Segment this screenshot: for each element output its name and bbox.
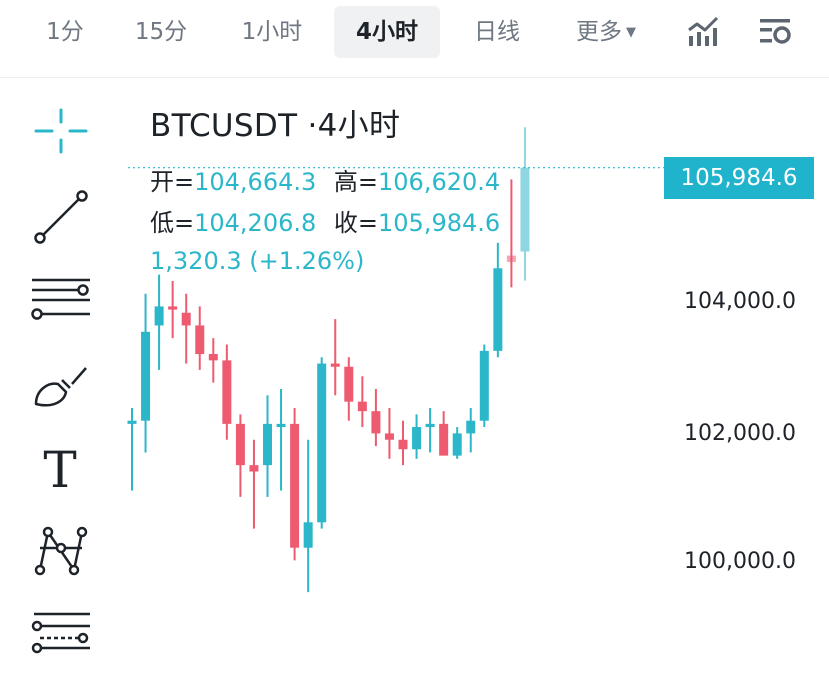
price-axis-label: 104,000.0: [684, 289, 796, 314]
legend-interval: ·4小时: [307, 108, 401, 144]
candle: [317, 357, 327, 529]
candle: [439, 411, 449, 456]
tab-interval-1h[interactable]: 1小时: [241, 19, 303, 45]
tab-interval-1d[interactable]: 日线: [474, 19, 520, 45]
candle: [222, 344, 232, 440]
fibonacci-icon: [31, 612, 90, 654]
candle: [208, 338, 218, 383]
legend-low-value: 104,206.8: [194, 209, 317, 237]
candle: [425, 408, 435, 453]
horizontal-lines-icon: [31, 278, 90, 320]
legend-low-label: 低=: [150, 209, 195, 237]
candle: [398, 420, 408, 466]
legend-open-label: 开=: [150, 168, 195, 196]
legend-high-label: 高=: [333, 168, 379, 196]
candle: [127, 408, 137, 491]
candle: [466, 408, 476, 453]
legend-ohlc-row-1: 开=104,664.3 高=106,620.4: [150, 162, 500, 197]
more-intervals-label: 更多: [576, 19, 622, 45]
candle: [357, 376, 367, 428]
brush-icon: [34, 367, 87, 407]
chart-legend-title: BTCUSDT ·4小时: [150, 100, 400, 145]
more-intervals-dropdown[interactable]: 更多 ▼: [556, 6, 656, 58]
candle: [263, 395, 272, 497]
interval-toolbar: 1分 15分 1小时 4小时 日线 更多 ▼: [0, 0, 829, 78]
price-axis-label: 100,000.0: [684, 549, 796, 574]
candle: [303, 439, 313, 593]
indicators-chart-icon[interactable]: [686, 14, 722, 50]
horizontal-lines-tool[interactable]: [28, 266, 94, 332]
candle: [235, 414, 245, 497]
legend-close-label: 收=: [333, 209, 379, 237]
candle: [141, 293, 151, 453]
last-price-tag: 105,984.6: [664, 157, 814, 199]
candle: [412, 414, 422, 459]
candle: [344, 357, 354, 421]
candle: [168, 281, 178, 339]
text-tool[interactable]: T: [43, 441, 77, 499]
candle: [493, 242, 503, 358]
candle: [384, 408, 394, 459]
candlestick-chart[interactable]: [108, 80, 829, 660]
crosshair-icon: [34, 108, 88, 154]
candle: [276, 388, 286, 491]
candle: [249, 439, 259, 529]
tab-interval-4h[interactable]: 4小时: [334, 6, 440, 58]
candle: [181, 293, 191, 364]
tab-interval-15m[interactable]: 15分: [134, 19, 188, 45]
legend-open-value: 104,664.3: [194, 168, 317, 196]
candle: [290, 408, 300, 561]
brush-tool[interactable]: [28, 356, 94, 422]
candle: [452, 427, 462, 459]
candle: [371, 388, 381, 447]
pattern-icon: [34, 526, 88, 576]
trend-line-tool[interactable]: [28, 184, 94, 250]
tab-interval-1m[interactable]: 1分: [46, 19, 84, 45]
candle: [195, 306, 205, 370]
chart-canvas[interactable]: [108, 80, 829, 660]
candle: [330, 319, 340, 396]
legend-close-value: 105,984.6: [378, 209, 501, 237]
candle: [506, 179, 516, 288]
pattern-tool[interactable]: [28, 518, 94, 584]
crosshair-tool[interactable]: [28, 98, 94, 164]
caret-down-icon: ▼: [626, 24, 636, 40]
price-axis-label: 102,000.0: [684, 421, 796, 446]
fibonacci-tool[interactable]: [28, 604, 94, 670]
candle: [479, 344, 489, 428]
legend-high-value: 106,620.4: [378, 168, 501, 196]
legend-change: 1,320.3 (+1.26%): [150, 247, 365, 275]
legend-ohlc-row-2: 低=104,206.8 收=105,984.6: [150, 203, 500, 238]
candle: [154, 274, 164, 370]
candle: [520, 127, 530, 281]
trend-line-icon: [34, 190, 88, 244]
chart-settings-icon[interactable]: [757, 14, 793, 50]
legend-symbol: BTCUSDT: [150, 108, 298, 144]
